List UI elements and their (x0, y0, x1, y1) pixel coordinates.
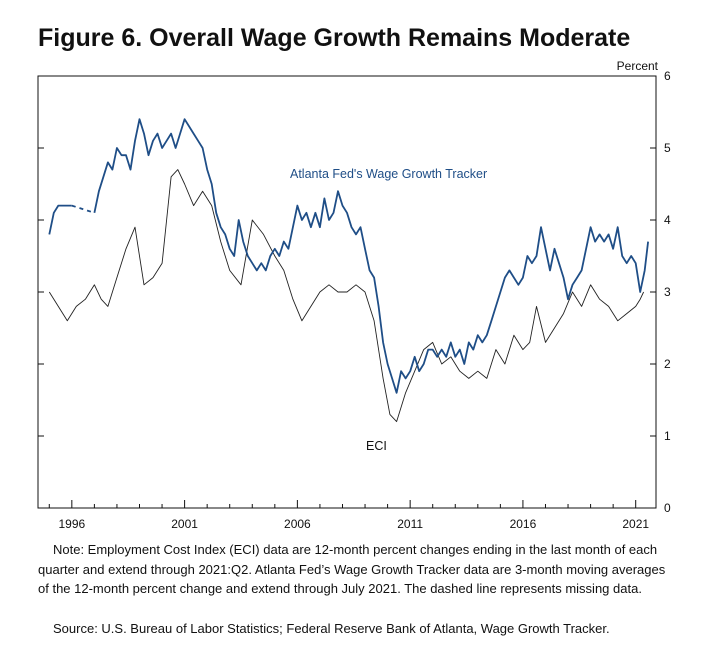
x-tick-label: 2021 (622, 517, 649, 531)
y-tick-label: 1 (664, 429, 671, 443)
x-tick-label: 2006 (284, 517, 311, 531)
line-chart: Percent 0 1 2 3 4 5 6 1996 2001 2006 2011 2016 2021… (37, 59, 671, 531)
y-tick-label: 3 (664, 285, 671, 299)
y-axis-label: Percent (617, 59, 659, 73)
y-tick-label: 2 (664, 357, 671, 371)
y-axis: 0 1 2 3 4 5 6 (38, 69, 671, 515)
y-tick-label: 0 (664, 501, 671, 515)
chart-note: Note: Employment Cost Index (ECI) data a… (38, 542, 666, 596)
chart-title: Figure 6. Overall Wage Growth Remains Mo… (38, 24, 631, 52)
x-tick-label: 1996 (58, 517, 85, 531)
chart-source: Source: U.S. Bureau of Labor Statistics;… (53, 621, 610, 636)
series-layer (48, 118, 649, 423)
x-axis: 1996 2001 2006 2011 2016 2021 (48, 500, 649, 531)
x-tick-label: 2011 (397, 517, 423, 531)
series-line-atlanta (93, 118, 649, 394)
series-label-atlanta: Atlanta Fed's Wage Growth Tracker (290, 167, 487, 181)
series-line-atlanta-missing (71, 204, 95, 214)
y-tick-label: 6 (664, 69, 671, 83)
y-tick-label: 4 (664, 213, 671, 227)
series-line-eci (48, 169, 645, 423)
y-tick-label: 5 (664, 141, 671, 155)
x-tick-label: 2016 (510, 517, 537, 531)
series-line-atlanta-early (48, 204, 72, 235)
x-tick-label: 2001 (171, 517, 198, 531)
series-label-eci: ECI (366, 439, 387, 453)
